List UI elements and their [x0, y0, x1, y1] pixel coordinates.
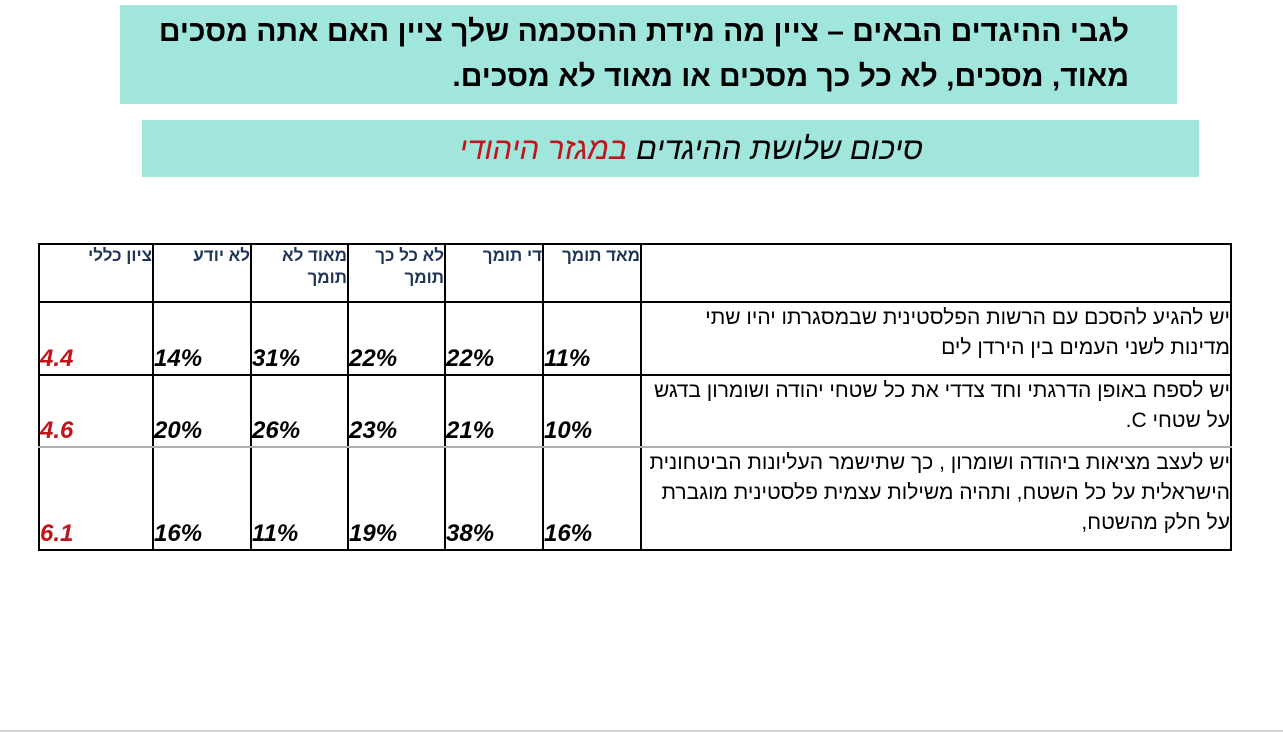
value-cell: 20% [152, 374, 252, 448]
value-cell: 11% [250, 446, 349, 551]
value-cell: 16% [152, 446, 252, 551]
value-cell: 38% [444, 446, 544, 551]
value-cell: 16% [542, 446, 642, 551]
statement-cell: יש לספח באופן הדרגתי וחד צדדי את כל שטחי… [640, 374, 1232, 448]
table-row: יש לספח באופן הדרגתי וחד צדדי את כל שטחי… [38, 374, 1232, 448]
table-row: יש להגיע להסכם עם הרשות הפלסטינית שבמסגר… [38, 301, 1232, 376]
value-cell: 26% [250, 374, 349, 448]
section-subtitle: סיכום שלושת ההיגדים במגזר היהודי [142, 120, 1199, 177]
value-cell: 10% [542, 374, 642, 448]
statement-cell: יש להגיע להסכם עם הרשות הפלסטינית שבמסגר… [640, 301, 1232, 376]
statement-cell: יש לעצב מציאות ביהודה ושומרון , כך שתישמ… [640, 446, 1232, 551]
score-cell: 6.1 [38, 446, 154, 551]
score-cell: 4.4 [38, 301, 154, 376]
slide-bottom-divider [0, 730, 1283, 732]
value-cell: 14% [152, 301, 252, 376]
page-title: לגבי ההיגדים הבאים – ציין מה מידת ההסכמה… [120, 5, 1177, 104]
table-header-row: מאד תומך די תומך לא כל כך תומך מאוד לא ת… [38, 243, 1232, 303]
header-dont-know: לא יודע [152, 243, 252, 303]
header-strongly-support: מאד תומך [542, 243, 642, 303]
value-cell: 11% [542, 301, 642, 376]
subtitle-prefix: סיכום שלושת ההיגדים [627, 131, 923, 166]
header-strongly-oppose: מאוד לא תומך [250, 243, 349, 303]
header-somewhat-support: די תומך [444, 243, 544, 303]
value-cell: 19% [347, 446, 446, 551]
subtitle-highlight: במגזר היהודי [459, 131, 628, 166]
value-cell: 31% [250, 301, 349, 376]
header-statement [640, 243, 1232, 303]
value-cell: 22% [444, 301, 544, 376]
header-overall-score: ציון כללי [38, 243, 154, 303]
value-cell: 23% [347, 374, 446, 448]
table-row: יש לעצב מציאות ביהודה ושומרון , כך שתישמ… [38, 446, 1232, 551]
survey-results-table: מאד תומך די תומך לא כל כך תומך מאוד לא ת… [38, 243, 1232, 551]
score-cell: 4.6 [38, 374, 154, 448]
value-cell: 21% [444, 374, 544, 448]
header-not-so-support: לא כל כך תומך [347, 243, 446, 303]
value-cell: 22% [347, 301, 446, 376]
